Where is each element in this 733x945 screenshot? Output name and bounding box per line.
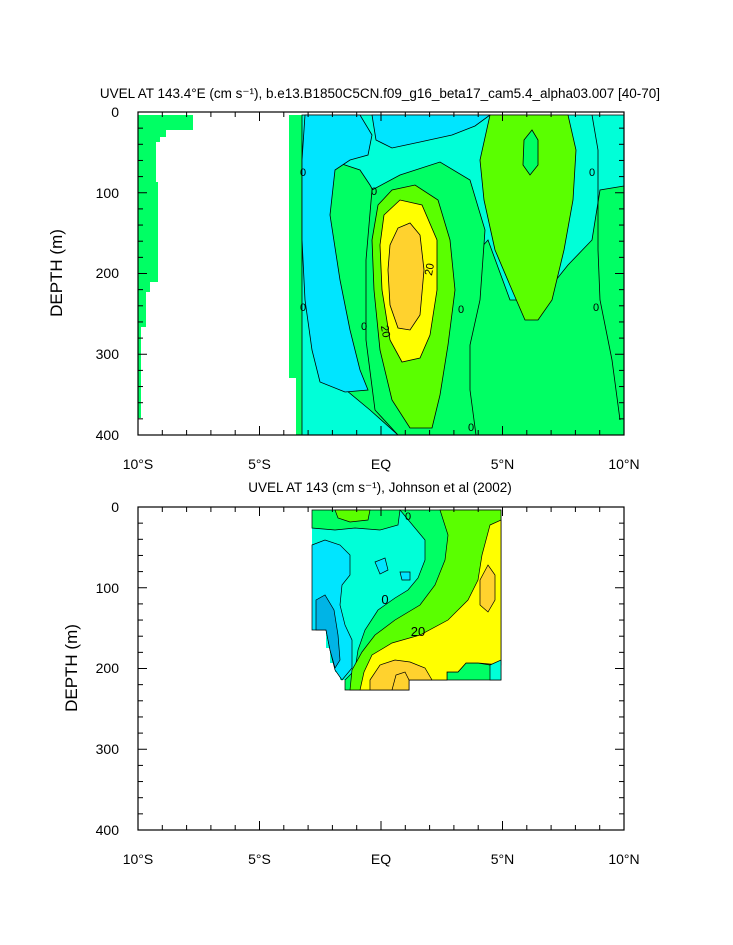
p1-label-zero-8: 0	[593, 302, 599, 314]
p1-neg-20b	[371, 114, 492, 149]
p1-euc-core	[387, 222, 425, 331]
p1-label-zero-3: 0	[371, 186, 377, 198]
p2-xtick-eq: EQ	[371, 851, 391, 867]
p1-label-zero-5: 0	[458, 304, 464, 316]
p2-ytick-400: 400	[96, 822, 120, 838]
p1-ytick-400: 400	[96, 427, 120, 443]
p1-ytick-100: 100	[96, 185, 120, 201]
panel-observation: UVEL AT 143 (cm s⁻¹), Johnson et al (200…	[62, 480, 640, 867]
p1-label-zero-2: 0	[300, 302, 306, 314]
p2-xtick-10n: 10°N	[608, 851, 639, 867]
p1-label-twenty-1: 20	[423, 262, 437, 276]
p1-xtick-10n: 10°N	[608, 456, 639, 472]
p2-ytick-200: 200	[96, 660, 120, 676]
p1-label-zero-7: 0	[589, 167, 595, 179]
p1-label-zero-4: 0	[361, 321, 367, 333]
panel1-xticks: 10°S 5°S EQ 5°N 10°N	[123, 456, 640, 472]
p2-neg-30	[315, 594, 341, 669]
p2-top-pos-2	[334, 509, 371, 523]
p2-ytick-0: 0	[111, 499, 119, 515]
panel1-contour-labels: 0 0 0 0 0 0 20 20 0 0	[300, 167, 599, 434]
p1-right-zero	[591, 114, 621, 421]
panel2-contour-fill	[311, 509, 502, 691]
panel2-ticks	[137, 506, 625, 831]
p1-xtick-5s: 5°S	[248, 456, 271, 472]
p2-label-twenty: 20	[411, 624, 425, 639]
p1-xtick-10s: 10°S	[123, 456, 154, 472]
panel1-ticks	[137, 111, 625, 436]
panel2-contour-labels: 0 0 20	[381, 511, 425, 639]
panel2-xticks: 10°S 5°S EQ 5°N 10°N	[123, 851, 640, 867]
p2-xtick-10s: 10°S	[123, 851, 154, 867]
p1-necc	[479, 114, 577, 321]
p1-left-strip	[138, 115, 193, 418]
p1-neg-20	[301, 114, 373, 393]
p2-xtick-5s: 5°S	[248, 851, 271, 867]
p1-ytick-200: 200	[96, 265, 120, 281]
p2-xtick-5n: 5°N	[491, 851, 515, 867]
p1-label-twenty-2: 20	[378, 324, 392, 338]
p1-ytick-300: 300	[96, 346, 120, 362]
p2-ytick-300: 300	[96, 741, 120, 757]
panel2-ylabel: DEPTH (m)	[62, 624, 81, 712]
p2-right-neg	[489, 659, 502, 681]
panel1-yticks: 0 100 200 300 400	[96, 104, 120, 443]
panel2-title: UVEL AT 143 (cm s⁻¹), Johnson et al (200…	[248, 480, 512, 495]
panel1-contour-fill	[138, 114, 624, 435]
p2-label-zero-1: 0	[405, 511, 411, 523]
p1-label-zero-1: 0	[300, 167, 306, 179]
p2-cell-b	[399, 571, 411, 581]
p2-pos-40-bottom	[391, 671, 410, 691]
p1-necc-cell	[522, 129, 539, 176]
p1-xtick-eq: EQ	[371, 456, 391, 472]
p1-xtick-5n: 5°N	[491, 456, 515, 472]
panel-model: UVEL AT 143.4°E (cm s⁻¹), b.e13.B1850C5C…	[47, 86, 660, 472]
p2-label-zero-2: 0	[381, 592, 388, 607]
p2-ytick-100: 100	[96, 580, 120, 596]
p2-pos-30-right	[479, 564, 496, 613]
panel1-ylabel: DEPTH (m)	[47, 229, 66, 317]
p1-label-zero-6: 0	[468, 422, 474, 434]
p1-ytick-0: 0	[111, 104, 119, 120]
panel1-title: UVEL AT 143.4°E (cm s⁻¹), b.e13.B1850C5C…	[100, 86, 660, 101]
p2-cell-a	[374, 557, 389, 575]
panel2-yticks: 0 100 200 300 400	[96, 499, 120, 838]
